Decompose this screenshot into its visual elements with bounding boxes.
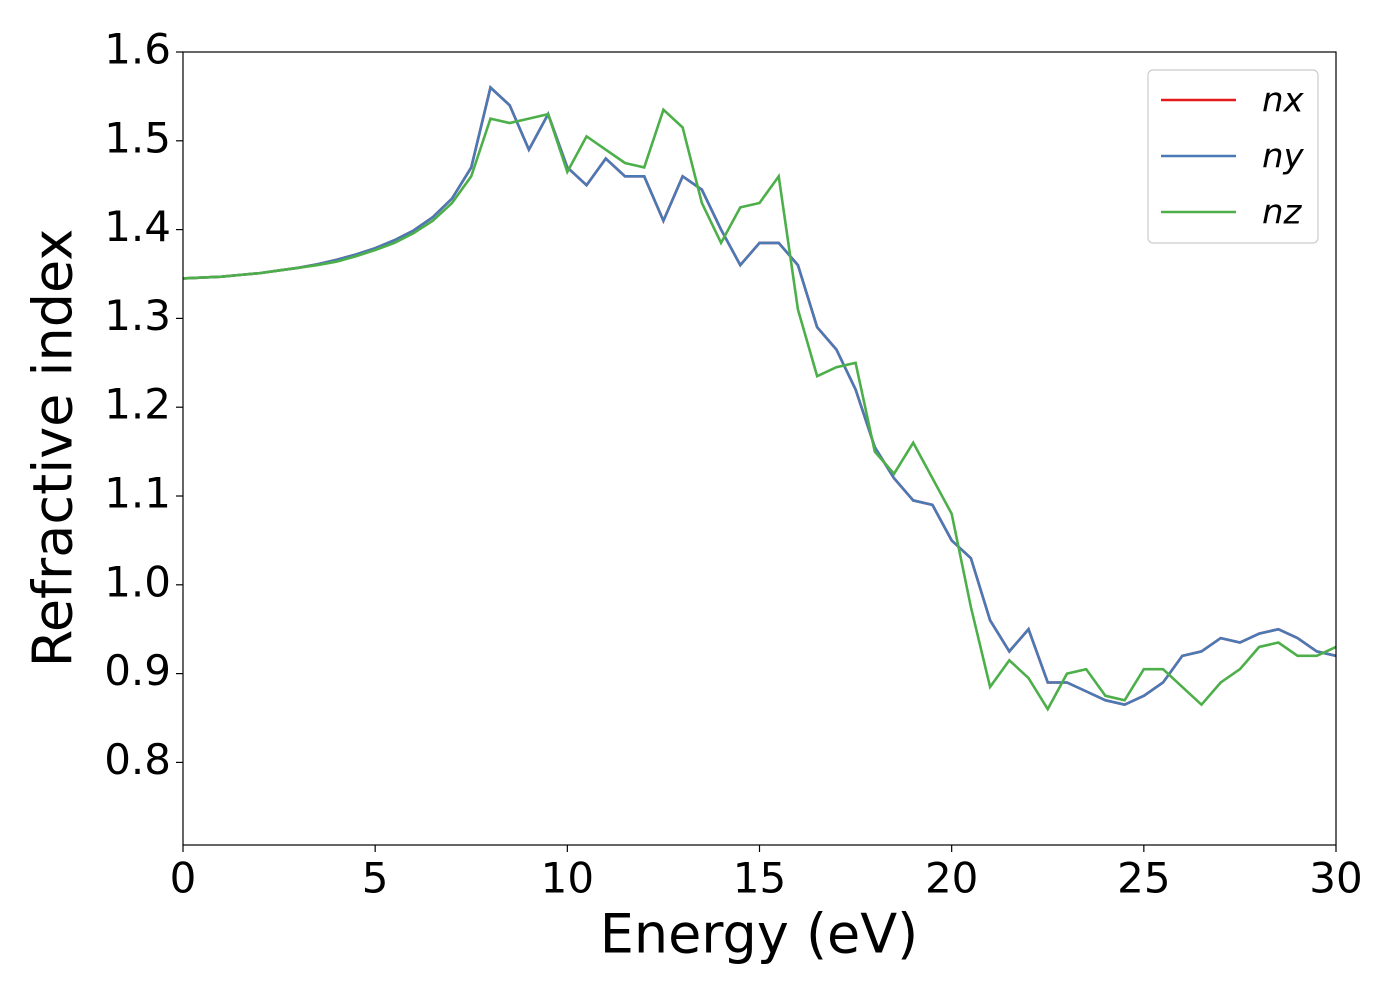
y-tick-label: 1.0 [104,557,171,606]
y-tick-label: 0.9 [104,646,171,695]
y-axis-label: Refractive index [22,229,85,668]
y-tick-label: 1.5 [104,113,171,162]
y-tick-label: 0.8 [104,735,171,784]
x-tick-label: 25 [1117,854,1170,903]
y-tick-label: 1.1 [104,469,171,518]
x-axis-label: Energy (eV) [600,903,919,966]
x-tick-label: 5 [362,854,389,903]
x-tick-label: 20 [925,854,978,903]
y-tick-label: 1.4 [104,202,171,251]
series-line [183,107,1336,712]
legend-label: ny [1262,137,1305,177]
legend-label: nz [1262,193,1303,233]
y-tick-label: 1.6 [104,25,171,74]
x-tick-label: 0 [170,854,197,903]
x-tick-label: 30 [1309,854,1362,903]
y-tick-label: 1.2 [104,380,171,429]
x-tick-label: 10 [541,854,594,903]
series-line [183,85,1336,707]
legend-label: nx [1262,81,1305,121]
x-tick-label: 15 [733,854,786,903]
plot-frame [182,51,1337,846]
y-tick-label: 1.3 [104,291,171,340]
